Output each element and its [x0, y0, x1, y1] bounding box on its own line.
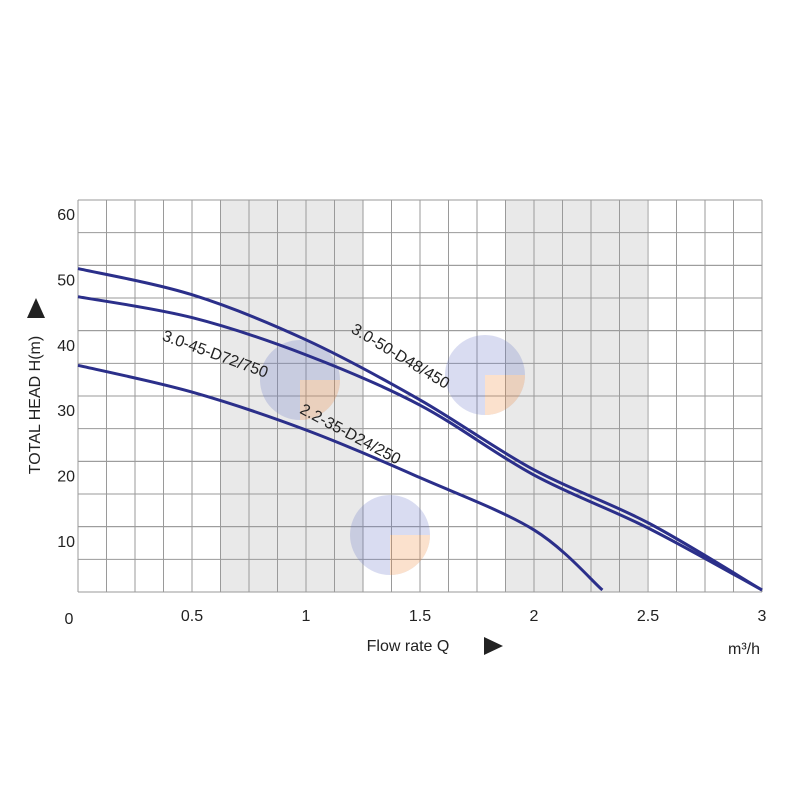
- curve-label: 3.0-50-D48/450: [348, 321, 452, 393]
- grid: [77, 199, 763, 593]
- curve: [77, 295, 763, 592]
- y-tick-label: 40: [57, 338, 75, 355]
- y-axis-label: TOTAL HEAD H(m): [27, 336, 44, 474]
- x-unit: m³/h: [728, 641, 760, 658]
- curve: [77, 363, 604, 592]
- y-tick-label: 10: [57, 534, 75, 551]
- y-tick-label: 60: [57, 207, 75, 224]
- y-arrow: [27, 298, 45, 318]
- x-tick-label: 0.5: [181, 608, 203, 625]
- y-tick-label: 20: [57, 469, 75, 486]
- x-tick-label: 1: [302, 608, 311, 625]
- x-tick-label: 2.5: [637, 608, 659, 625]
- x-tick-label: 1.5: [409, 608, 431, 625]
- x-tick-label: 2: [530, 608, 539, 625]
- x-arrow: [484, 637, 503, 655]
- x-axis-label: Flow rate Q: [367, 638, 450, 655]
- y-tick-label: 30: [57, 403, 75, 420]
- curve: [77, 267, 763, 592]
- watermark: [260, 335, 525, 575]
- curves: [77, 267, 763, 592]
- x-tick-label: 3: [758, 608, 767, 625]
- y-tick-label: 0: [65, 611, 74, 628]
- y-tick-label: 50: [57, 273, 75, 290]
